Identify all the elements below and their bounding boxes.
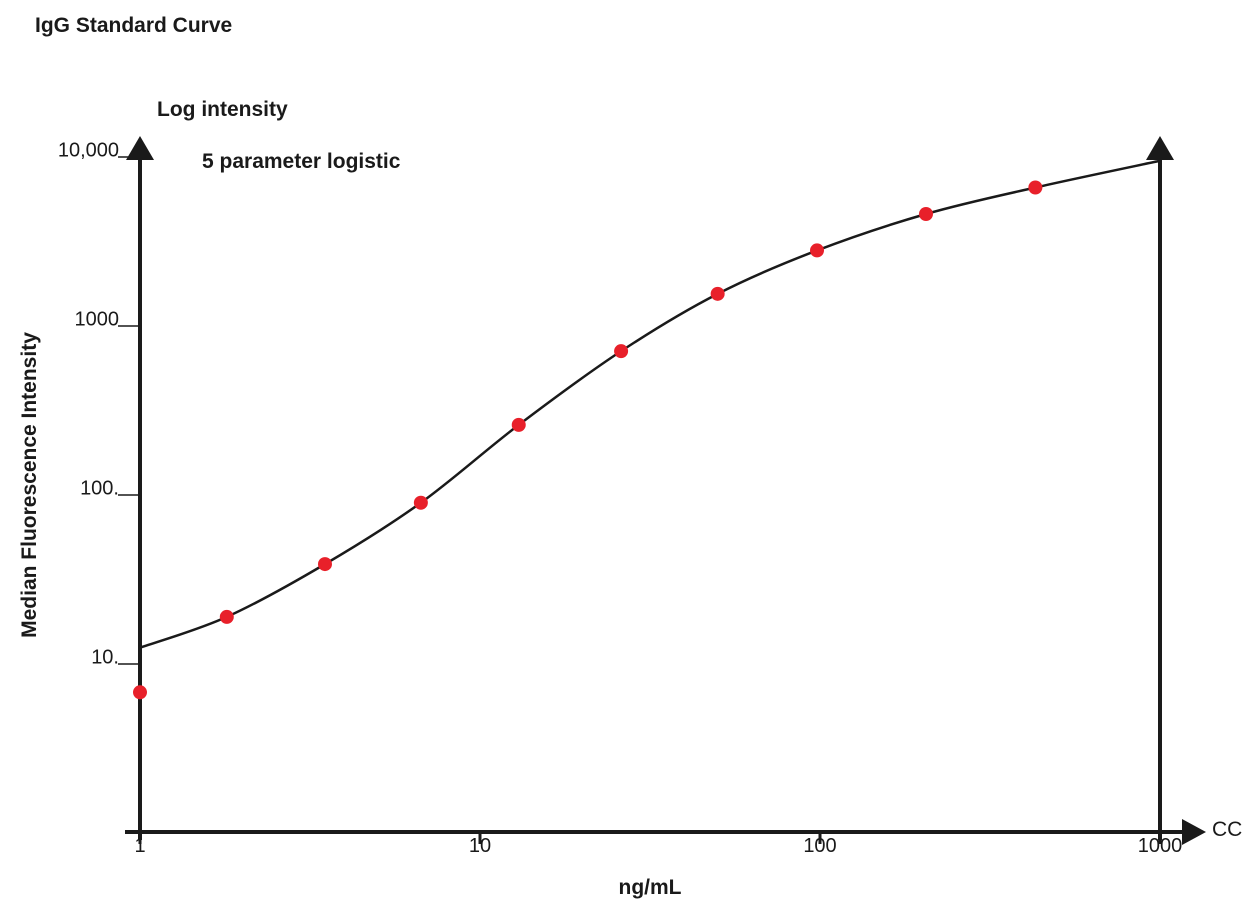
x-axis-arrow: [1182, 819, 1206, 845]
y-tick-label: 100.: [80, 477, 119, 500]
data-point: [317, 557, 332, 572]
chart-title: IgG Standard Curve: [35, 14, 233, 37]
y-axis-arrow: [126, 136, 154, 160]
data-point: [1028, 180, 1043, 195]
annotation-fit-model: 5 parameter logistic: [202, 150, 401, 173]
x-axis-extra-label: CC: [1212, 818, 1243, 841]
y-tick-label: 10.: [91, 646, 119, 669]
data-point: [133, 685, 147, 700]
data-point: [710, 286, 725, 301]
x-tick-label: 100: [803, 835, 837, 857]
x-tick-label: 1000: [1137, 835, 1183, 857]
y-tick-label: 10,000: [57, 139, 119, 162]
data-point: [918, 206, 933, 221]
fit-curve-line: [139, 159, 1161, 649]
x-tick-label: 1: [134, 835, 146, 857]
data-point: [810, 243, 825, 258]
right-axis-arrow: [1146, 136, 1174, 160]
data-point: [511, 417, 526, 432]
y-tick-label: 1000: [74, 308, 120, 331]
data-point: [614, 344, 629, 359]
x-axis-label: ng/mL: [618, 876, 682, 899]
annotation-log-intensity: Log intensity: [157, 98, 288, 121]
data-point: [219, 609, 234, 624]
x-tick-label: 10: [468, 835, 492, 857]
data-point: [413, 495, 428, 510]
